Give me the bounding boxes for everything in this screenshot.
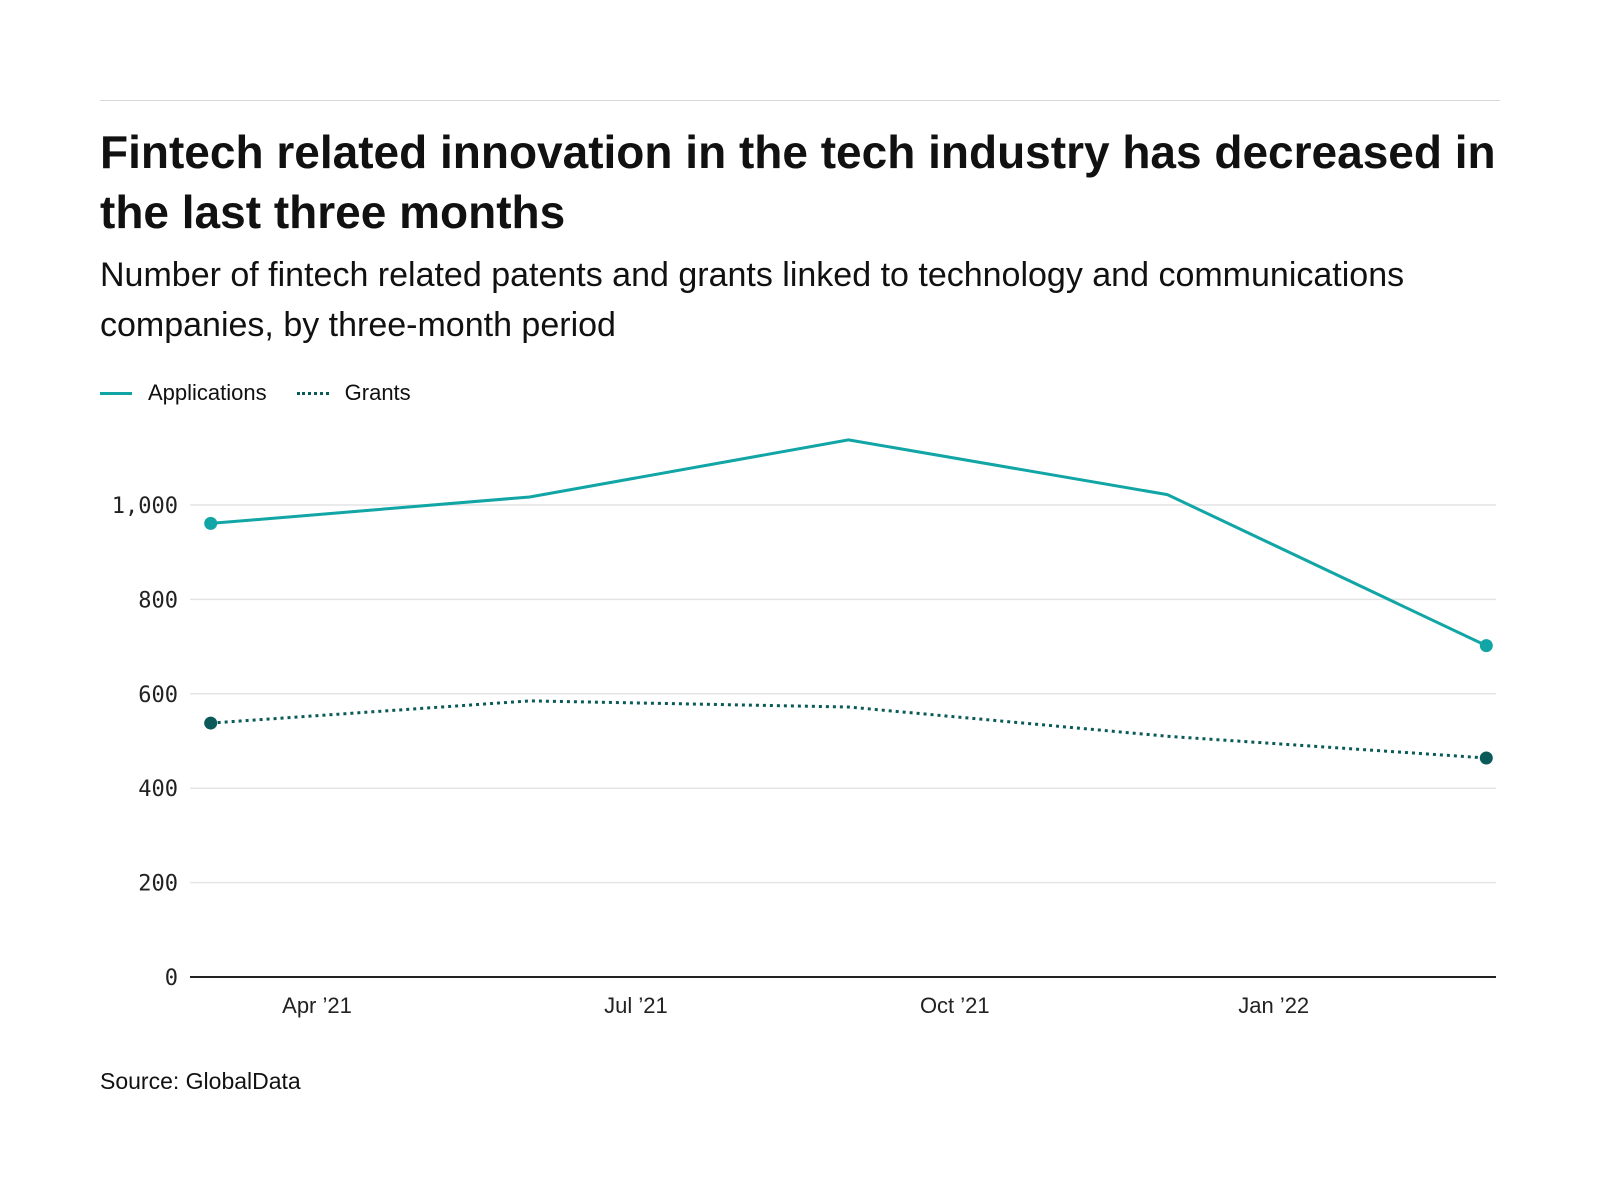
y-tick-label: 200	[138, 872, 178, 897]
x-tick-label: Oct ’21	[920, 993, 990, 1018]
x-tick-label: Jul ’21	[604, 993, 668, 1018]
legend-item-grants: Grants	[296, 380, 411, 406]
legend: Applications Grants	[100, 380, 441, 406]
x-tick-label: Apr ’21	[282, 993, 352, 1018]
series-line-grants	[210, 699, 1487, 760]
y-tick-label: 800	[138, 588, 178, 613]
data-point-grants	[204, 716, 218, 730]
legend-swatch-grants	[296, 391, 329, 395]
top-rule	[100, 100, 1500, 101]
chart-title: Fintech related innovation in the tech i…	[100, 126, 1496, 238]
data-point-applications	[204, 516, 218, 530]
source-note: Source: GlobalData	[100, 1068, 301, 1094]
series-line-applications	[210, 438, 1487, 648]
y-tick-label: 600	[138, 683, 178, 708]
y-tick-label: 400	[138, 777, 178, 802]
legend-item-applications: Applications	[100, 380, 267, 406]
x-tick-label: Jan ’22	[1238, 993, 1309, 1018]
data-point-applications	[1479, 639, 1493, 653]
y-tick-label: 0	[165, 966, 178, 991]
chart-subtitle: Number of fintech related patents and gr…	[100, 256, 1405, 344]
y-tick-label: 1,000	[112, 494, 178, 519]
legend-label-grants: Grants	[344, 380, 411, 405]
legend-label-applications: Applications	[148, 380, 267, 405]
legend-swatch-applications	[100, 391, 132, 395]
data-point-grants	[1479, 751, 1493, 765]
